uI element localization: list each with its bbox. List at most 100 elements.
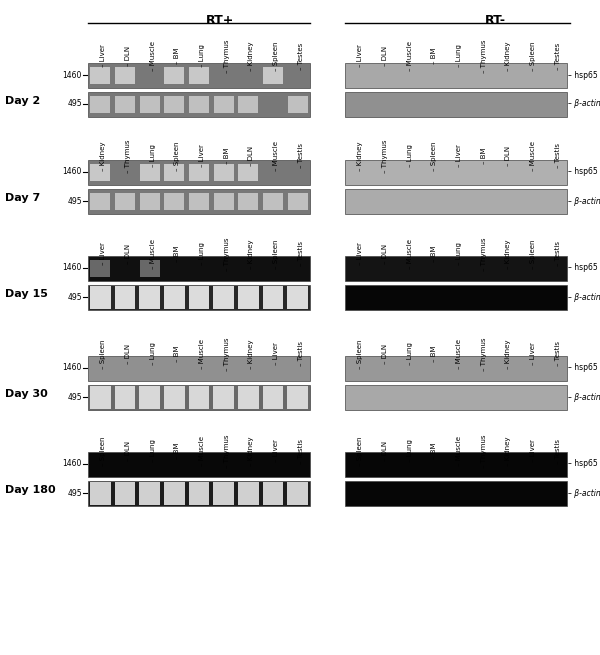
- Bar: [140, 164, 160, 181]
- Bar: [189, 164, 209, 181]
- Text: – BM: – BM: [175, 346, 181, 362]
- Bar: [164, 286, 185, 309]
- Text: – DLN: – DLN: [382, 244, 388, 264]
- Bar: [91, 193, 110, 210]
- Text: – Muscle: – Muscle: [273, 141, 279, 171]
- Text: – Liver: – Liver: [100, 242, 106, 265]
- Bar: [214, 164, 233, 181]
- Bar: [164, 482, 185, 505]
- Text: – Liver: – Liver: [273, 440, 279, 462]
- Bar: [263, 67, 283, 84]
- Text: – Thymus: – Thymus: [481, 434, 487, 468]
- Text: – hsp65: – hsp65: [568, 71, 598, 79]
- Text: – DLN: – DLN: [248, 146, 254, 166]
- Text: – Thymus: – Thymus: [481, 39, 487, 73]
- Text: – Spleen: – Spleen: [273, 239, 279, 269]
- Text: – BM: – BM: [224, 148, 230, 164]
- Text: – Kidney: – Kidney: [505, 339, 511, 369]
- Text: – Spleen: – Spleen: [530, 239, 536, 269]
- Text: – Thymus: – Thymus: [224, 337, 230, 371]
- Text: 1460: 1460: [62, 263, 82, 272]
- Bar: [214, 286, 234, 309]
- Text: – Kidney: – Kidney: [505, 41, 511, 71]
- Text: – Spleen: – Spleen: [100, 339, 106, 369]
- Bar: [91, 260, 110, 277]
- Text: – Lung: – Lung: [456, 242, 462, 265]
- Text: – Muscle: – Muscle: [407, 41, 413, 71]
- Text: – Lung: – Lung: [149, 440, 155, 462]
- Bar: [90, 386, 110, 409]
- Bar: [189, 96, 209, 113]
- Bar: [263, 482, 283, 505]
- Text: – Testis: – Testis: [298, 143, 304, 168]
- Text: 1460: 1460: [62, 71, 82, 79]
- Text: – DLN: – DLN: [382, 441, 388, 461]
- Bar: [238, 286, 259, 309]
- Text: – Muscle: – Muscle: [149, 41, 155, 71]
- Text: – Thymus: – Thymus: [224, 434, 230, 468]
- Bar: [115, 286, 136, 309]
- Text: – Muscle: – Muscle: [149, 239, 155, 269]
- Bar: [189, 67, 209, 84]
- Text: Day 15: Day 15: [5, 289, 48, 299]
- Bar: [88, 256, 310, 281]
- Bar: [214, 386, 234, 409]
- Text: – Testes: – Testes: [554, 43, 560, 69]
- Bar: [345, 92, 567, 117]
- Text: – Spleen: – Spleen: [530, 41, 536, 71]
- Text: – Muscle: – Muscle: [456, 339, 462, 369]
- Bar: [189, 193, 209, 210]
- Text: Day 180: Day 180: [5, 485, 56, 495]
- Bar: [263, 286, 283, 309]
- Bar: [238, 193, 258, 210]
- Text: – Testis: – Testis: [298, 341, 304, 367]
- Text: – Thymus: – Thymus: [481, 237, 487, 271]
- Text: – Spleen: – Spleen: [431, 141, 437, 171]
- Text: – Testis: – Testis: [554, 242, 560, 267]
- Text: – Thymus: – Thymus: [125, 140, 131, 173]
- Bar: [287, 386, 308, 409]
- Text: – Testis: – Testis: [554, 438, 560, 464]
- Text: – BM: – BM: [431, 246, 437, 262]
- Bar: [188, 386, 209, 409]
- Bar: [214, 96, 233, 113]
- Text: – Testis: – Testis: [554, 143, 560, 168]
- Text: – Liver: – Liver: [273, 343, 279, 365]
- Text: – BM: – BM: [431, 346, 437, 362]
- Text: 1460: 1460: [62, 168, 82, 176]
- Text: – β-actin: – β-actin: [568, 196, 600, 206]
- Bar: [287, 286, 308, 309]
- Bar: [164, 193, 184, 210]
- Text: 1460: 1460: [62, 460, 82, 468]
- Text: – DLN: – DLN: [125, 344, 131, 364]
- Text: – Kidney: – Kidney: [248, 436, 254, 466]
- Bar: [115, 482, 136, 505]
- Bar: [345, 160, 567, 185]
- Bar: [164, 164, 184, 181]
- Text: – Lung: – Lung: [407, 343, 413, 365]
- Bar: [139, 386, 160, 409]
- Text: – Testis: – Testis: [298, 438, 304, 464]
- Text: – Liver: – Liver: [456, 145, 462, 168]
- Text: – Lung: – Lung: [199, 45, 205, 67]
- Bar: [115, 67, 135, 84]
- Text: – Thymus: – Thymus: [224, 237, 230, 271]
- Bar: [164, 96, 184, 113]
- Text: – BM: – BM: [481, 148, 487, 164]
- Text: – Muscle: – Muscle: [199, 339, 205, 369]
- Text: – Lung: – Lung: [199, 242, 205, 265]
- Text: – Kidney: – Kidney: [505, 436, 511, 466]
- Text: – Testis: – Testis: [298, 242, 304, 267]
- Text: – Liver: – Liver: [530, 440, 536, 462]
- Bar: [345, 452, 567, 477]
- Text: 495: 495: [67, 293, 82, 301]
- Text: – Muscle: – Muscle: [199, 436, 205, 466]
- Bar: [345, 285, 567, 310]
- Text: – hsp65: – hsp65: [568, 168, 598, 176]
- Bar: [164, 67, 184, 84]
- Text: – Thymus: – Thymus: [481, 337, 487, 371]
- Text: – DLN: – DLN: [125, 46, 131, 66]
- Text: – DLN: – DLN: [382, 344, 388, 364]
- Bar: [140, 260, 160, 277]
- Bar: [345, 256, 567, 281]
